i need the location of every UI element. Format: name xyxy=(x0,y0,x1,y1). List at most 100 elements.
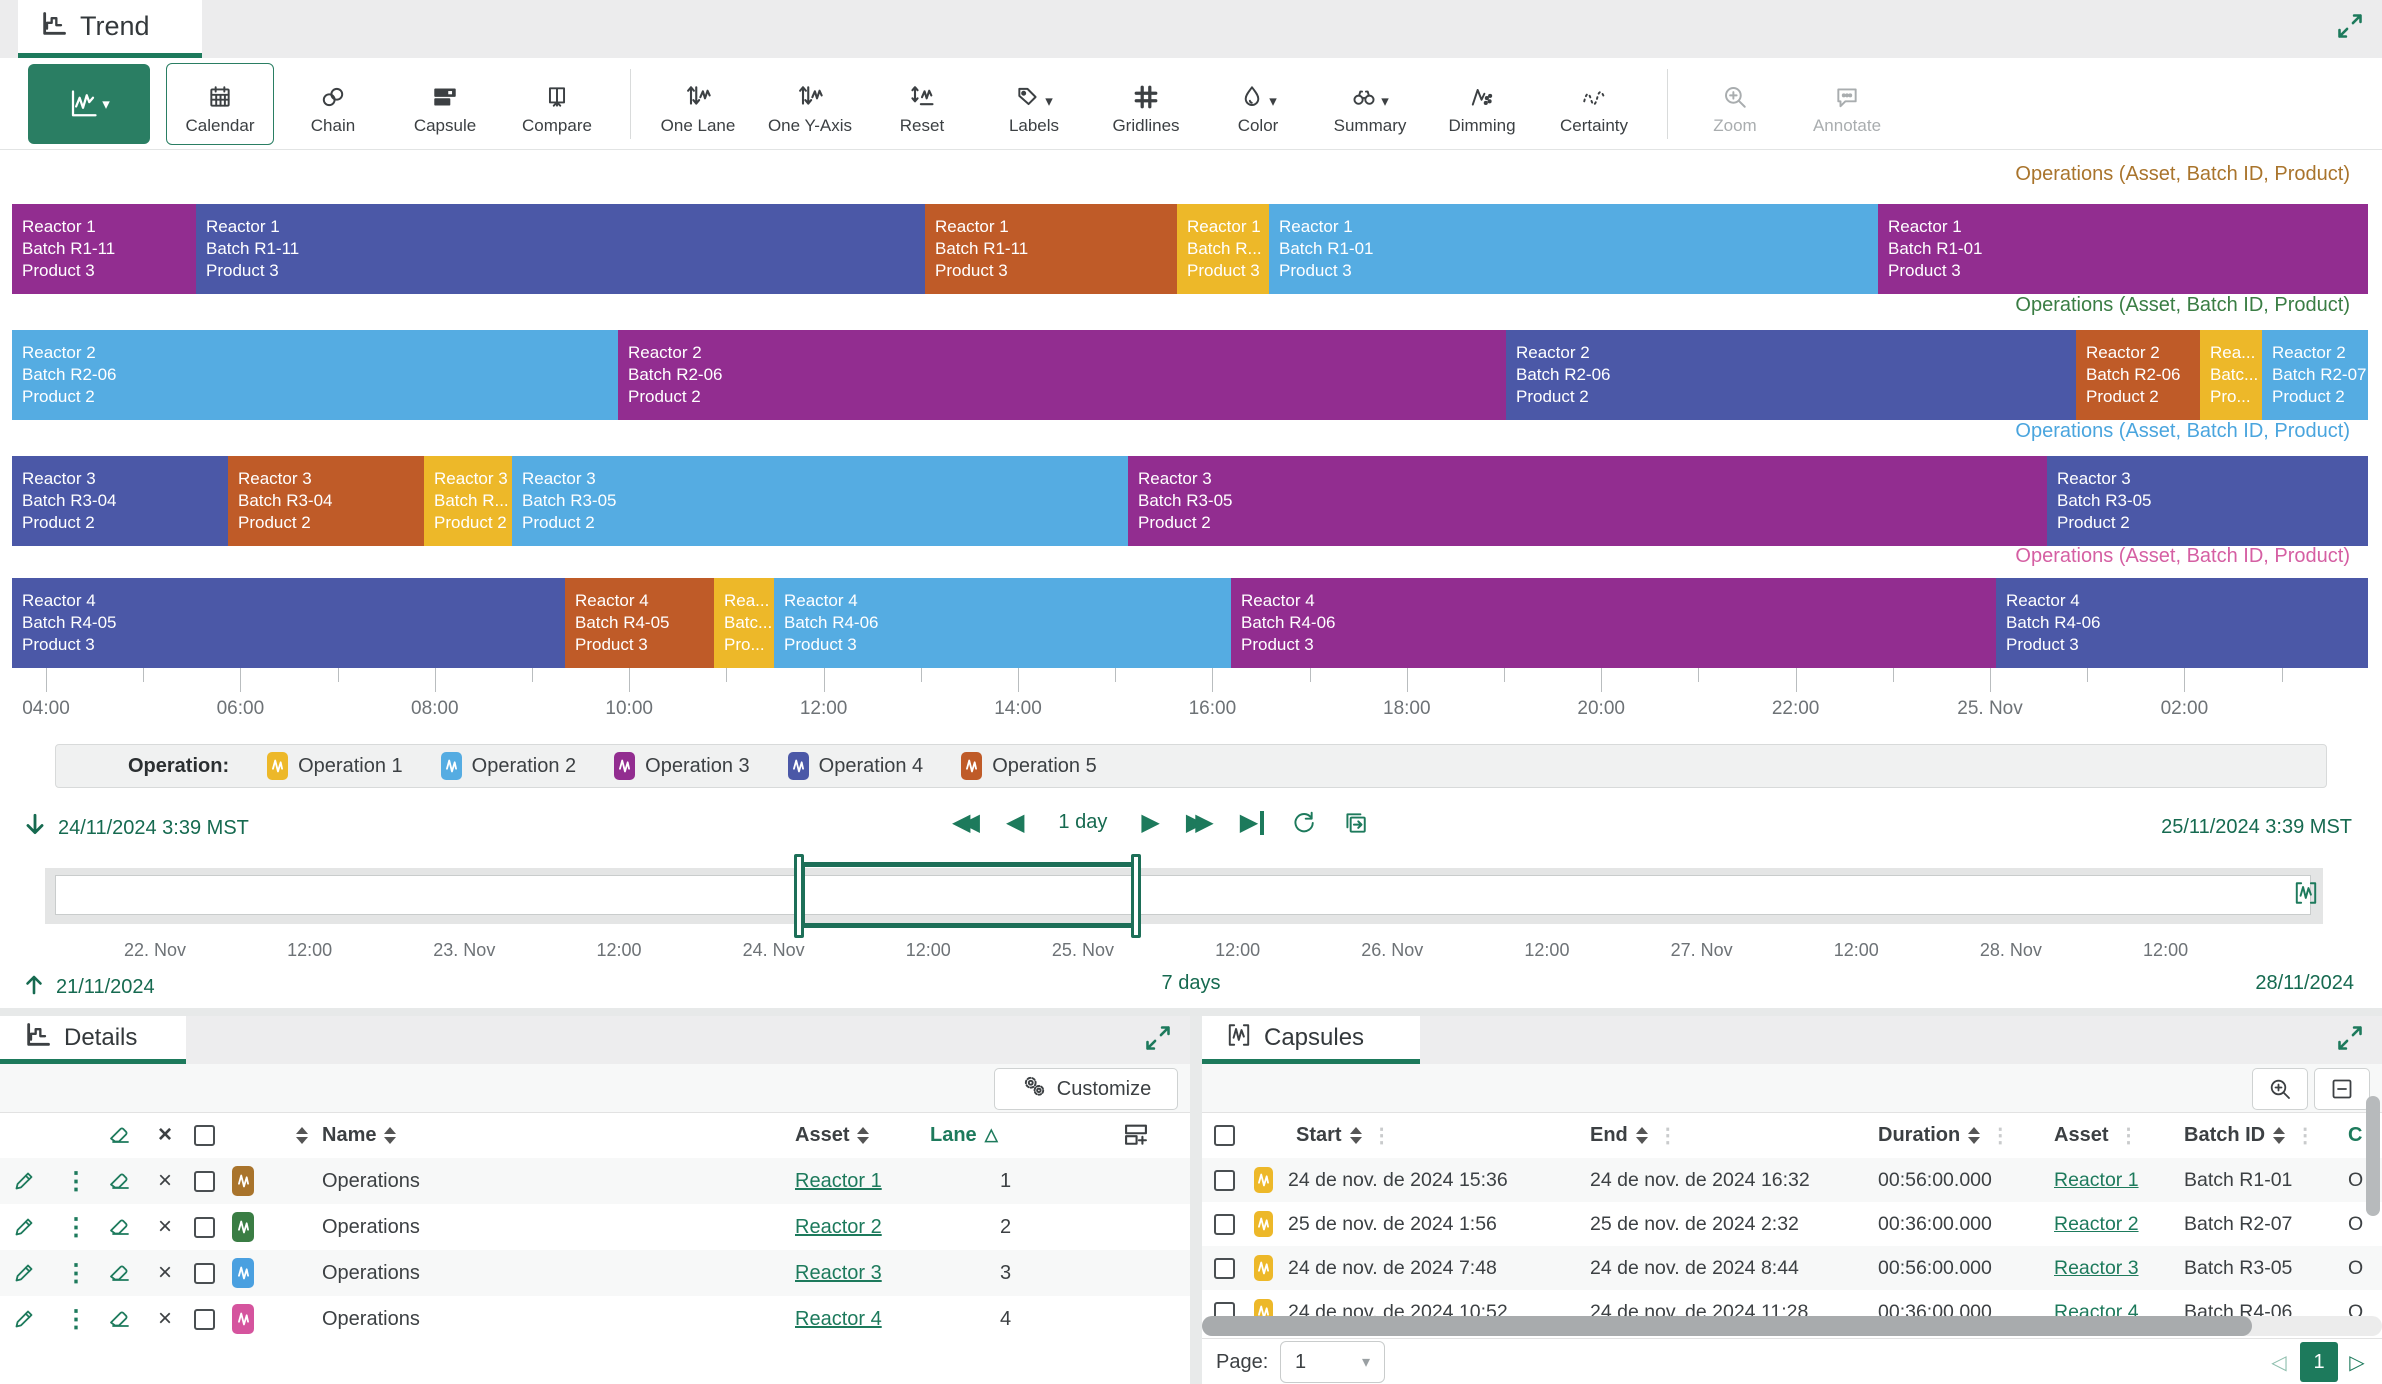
details-expand-icon[interactable] xyxy=(1144,1024,1174,1054)
legend-item[interactable]: Operation 3 xyxy=(614,752,750,780)
sort-icon[interactable] xyxy=(384,1126,397,1144)
row-checkbox[interactable] xyxy=(194,1204,215,1250)
capsule-asset-link[interactable]: Reactor 2 xyxy=(2054,1212,2139,1235)
column-header-asset[interactable]: Asset ⋮ xyxy=(2054,1123,2139,1147)
page-next-button[interactable]: ▷ xyxy=(2349,1351,2365,1374)
color-button[interactable]: ▾ Color xyxy=(1205,64,1311,144)
one-lane-button[interactable]: One Lane xyxy=(645,64,751,144)
one-y-axis-button[interactable]: One Y-Axis xyxy=(757,64,863,144)
collapse-capsules-button[interactable] xyxy=(2314,1068,2370,1110)
sort-icon[interactable] xyxy=(1349,1126,1362,1144)
chain-button[interactable]: Chain xyxy=(280,64,386,144)
step-to-end-button[interactable]: ▶ xyxy=(1240,808,1265,837)
zoom-to-capsule-button[interactable] xyxy=(2252,1068,2308,1110)
select-all-checkbox[interactable] xyxy=(194,1112,215,1158)
item-menu-icon[interactable]: ⋮ xyxy=(64,1259,88,1287)
sort-icon-column[interactable] xyxy=(288,1112,308,1158)
tab-capsules[interactable]: Capsules xyxy=(1202,1016,1420,1064)
add-column-icon[interactable] xyxy=(1122,1112,1150,1158)
column-header-end[interactable]: End ⋮ xyxy=(1590,1123,1678,1147)
edit-pencil-icon[interactable] xyxy=(12,1296,36,1342)
remove-all-icon[interactable] xyxy=(108,1112,132,1158)
edit-pencil-icon[interactable] xyxy=(12,1250,36,1296)
row-checkbox[interactable] xyxy=(194,1296,215,1342)
remove-x-icon[interactable]: × xyxy=(158,1213,173,1240)
compare-button[interactable]: Compare xyxy=(504,64,610,144)
capsule-segment[interactable]: Reactor 4 Batch R4-06 Product 3 xyxy=(774,578,1231,668)
labels-button[interactable]: ▾ Labels xyxy=(981,64,1087,144)
sort-icon[interactable] xyxy=(857,1126,870,1144)
item-menu-icon[interactable]: ⋮ xyxy=(64,1167,88,1195)
timeline-right-handle[interactable] xyxy=(1131,854,1141,938)
item-menu-icon[interactable]: ⋮ xyxy=(64,1305,88,1333)
column-header-start[interactable]: Start ⋮ xyxy=(1296,1123,1392,1147)
display-mode-button[interactable]: ▾ xyxy=(28,63,150,144)
column-menu-icon[interactable]: ⋮ xyxy=(1657,1124,1678,1147)
sort-icon[interactable] xyxy=(1635,1126,1648,1144)
remove-x-icon[interactable]: × xyxy=(158,1305,173,1332)
tab-trend[interactable]: Trend xyxy=(18,0,202,58)
timeline-capsule-icon[interactable] xyxy=(2293,880,2319,911)
capsule-checkbox[interactable] xyxy=(1214,1158,1235,1202)
step-back-fast-button[interactable]: ◀ ◀ xyxy=(952,809,980,836)
column-header-duration[interactable]: Duration ⋮ xyxy=(1878,1123,2011,1147)
capsule-segment[interactable]: Reactor 2 Batch R2-06 Product 2 xyxy=(12,330,618,420)
step-forward-fast-button[interactable]: ▶ ▶ xyxy=(1185,809,1214,836)
tab-details[interactable]: Details xyxy=(0,1016,186,1064)
remove-x-icon[interactable]: × xyxy=(158,1259,173,1286)
capsule-segment[interactable]: Reactor 2 Batch R2-06 Product 2 xyxy=(2076,330,2200,420)
asset-link[interactable]: Reactor 1 xyxy=(795,1169,882,1192)
column-menu-icon[interactable]: ⋮ xyxy=(2295,1124,2316,1147)
timeline-selected-range[interactable] xyxy=(800,862,1138,928)
capsule-segment[interactable]: Reactor 2 Batch R2-06 Product 2 xyxy=(1506,330,2076,420)
gridlines-button[interactable]: Gridlines xyxy=(1093,64,1199,144)
capsule-segment[interactable]: Reactor 1 Batch R1-11 Product 3 xyxy=(925,204,1177,294)
zoom-button[interactable]: Zoom xyxy=(1682,64,1788,144)
dimming-button[interactable]: Dimming xyxy=(1429,64,1535,144)
capsule-checkbox[interactable] xyxy=(1214,1202,1235,1246)
legend-item[interactable]: Operation 5 xyxy=(961,752,1097,780)
capsule-segment[interactable]: Reactor 4 Batch R4-05 Product 3 xyxy=(565,578,714,668)
copy-time-range-button[interactable] xyxy=(1342,810,1368,836)
remove-x-icon[interactable]: × xyxy=(158,1167,173,1194)
column-menu-icon[interactable]: ⋮ xyxy=(2118,1124,2139,1147)
capsule-segment[interactable]: Reactor 2 Batch R2-07 Product 2 xyxy=(2262,330,2368,420)
customize-button[interactable]: Customize xyxy=(994,1068,1178,1110)
row-checkbox[interactable] xyxy=(194,1250,215,1296)
remove-item-icon[interactable] xyxy=(108,1204,132,1250)
legend-item[interactable]: Operation 4 xyxy=(787,752,923,780)
capsule-segment[interactable]: Reactor 3 Batch R3-05 Product 2 xyxy=(2047,456,2368,546)
capsule-checkbox[interactable] xyxy=(1214,1246,1235,1290)
asset-link[interactable]: Reactor 4 xyxy=(795,1307,882,1330)
capsule-segment[interactable]: Reactor 1 Batch R1-01 Product 3 xyxy=(1269,204,1878,294)
capsule-segment[interactable]: Reactor 2 Batch R2-06 Product 2 xyxy=(618,330,1506,420)
capsule-segment[interactable]: Reactor 3 Batch R3-04 Product 2 xyxy=(228,456,424,546)
sort-icon[interactable] xyxy=(2273,1126,2286,1144)
asset-link[interactable]: Reactor 2 xyxy=(795,1215,882,1238)
remove-item-icon[interactable] xyxy=(108,1158,132,1204)
calendar-button[interactable]: Calendar xyxy=(166,62,274,145)
column-header-truncated[interactable]: C xyxy=(2348,1123,2363,1146)
capsule-segment[interactable]: Rea... Batc... Pro... xyxy=(2200,330,2262,420)
step-back-button[interactable]: ◀ xyxy=(1005,809,1025,836)
capsules-expand-icon[interactable] xyxy=(2336,1024,2366,1054)
remove-item-icon[interactable] xyxy=(108,1296,132,1342)
legend-item[interactable]: Operation 1 xyxy=(267,752,403,780)
legend-item[interactable]: Operation 2 xyxy=(440,752,576,780)
step-forward-button[interactable]: ▶ xyxy=(1141,809,1160,836)
column-header-name[interactable]: Name xyxy=(322,1112,397,1158)
capsule-button[interactable]: Capsule xyxy=(392,64,498,144)
capsule-segment[interactable]: Reactor 1 Batch R1-11 Product 3 xyxy=(196,204,925,294)
column-header-asset[interactable]: Asset xyxy=(795,1112,870,1158)
horizontal-splitter[interactable] xyxy=(0,1008,2382,1016)
column-menu-icon[interactable]: ⋮ xyxy=(1371,1124,1392,1147)
capsule-asset-link[interactable]: Reactor 3 xyxy=(2054,1256,2139,1279)
capsules-vertical-scrollbar[interactable] xyxy=(2366,1096,2380,1316)
remove-item-icon[interactable] xyxy=(108,1250,132,1296)
column-header-lane[interactable]: Lane △ xyxy=(930,1123,998,1146)
timeline-track[interactable] xyxy=(45,854,2323,938)
row-checkbox[interactable] xyxy=(194,1158,215,1204)
capsule-segment[interactable]: Reactor 4 Batch R4-05 Product 3 xyxy=(12,578,565,668)
page-select[interactable]: 1 ▾ xyxy=(1280,1341,1385,1383)
edit-pencil-icon[interactable] xyxy=(12,1158,36,1204)
